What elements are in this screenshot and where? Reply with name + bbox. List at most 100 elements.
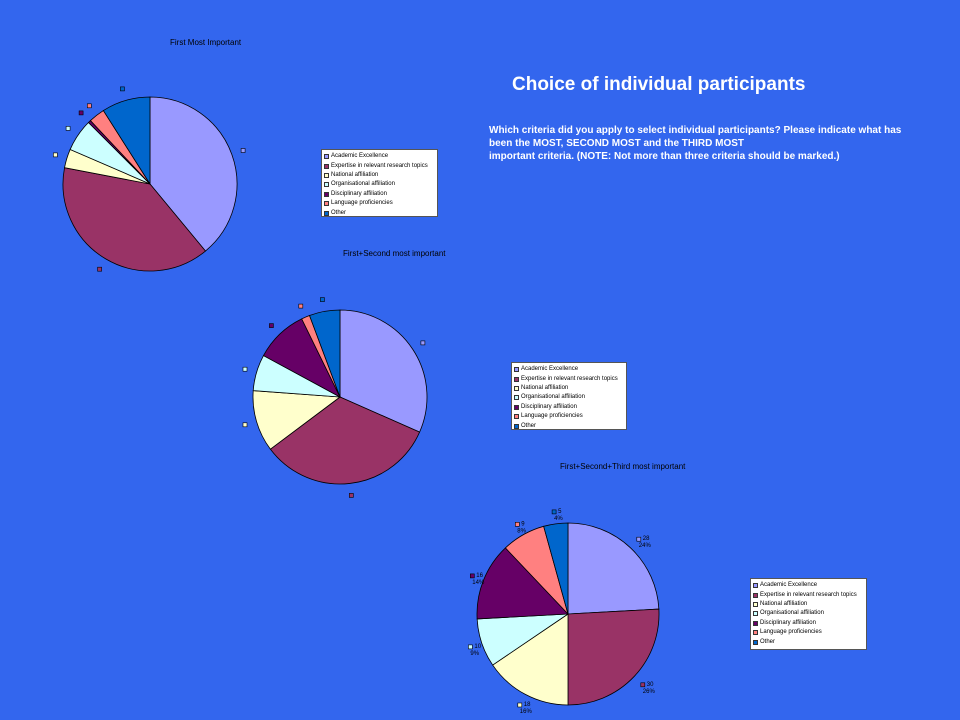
legend-swatch [514,385,519,391]
data-label-marker [348,493,354,498]
legend-item: Expertise in relevant research topics [753,590,864,599]
legend-swatch [324,182,329,188]
data-label-marker [242,422,248,428]
pie-slice-6 [89,109,151,185]
pie-slice-1 [149,96,238,252]
legend-label: National affiliation [521,384,569,391]
data-label-marker [320,297,325,302]
legend-label: Disciplinary affiliation [760,619,816,626]
legend-label: Other [331,209,347,216]
legend-swatch [324,154,329,160]
data-label-marker [420,340,426,346]
legend-item: Disciplinary affiliation [753,619,864,628]
data-label-marker [65,126,71,131]
data-label-count: 16 [476,573,483,579]
data-label-marker [120,86,125,92]
legend-swatch [753,583,758,589]
data-label-marker [636,536,642,542]
pie-slice-1 [567,522,660,615]
data-label-count: 30 [647,682,654,688]
legend-label: Language proficiencies [521,413,583,420]
pie-slice-3 [64,148,151,185]
pie-slice-7 [543,522,569,615]
legend-item: Organisational affiliation [753,609,864,618]
legend-item: National affiliation [324,171,435,180]
chart-legend: Academic Excellence Expertise in relevant… [321,149,438,217]
data-label-marker [640,682,646,688]
legend-swatch [324,210,329,216]
legend-item: Other [514,421,624,430]
data-label-marker [468,644,473,650]
pie-slice-6 [301,315,341,398]
legend-swatch [514,395,519,401]
data-label-percent: 16% [520,709,533,715]
pie-slice-4 [252,355,341,398]
pie-slice-3 [252,390,342,450]
question-line-1: Which criteria did you apply to select i… [489,125,902,136]
legend-item: Language proficiencies [324,199,435,208]
data-label-count: 18 [524,702,531,708]
legend-swatch [753,630,758,636]
chart-title: First Most Important [170,38,242,47]
legend-label: Academic Excellence [331,153,389,160]
legend-label: Disciplinary affiliation [331,190,387,197]
pie-slice-2 [62,167,207,272]
data-label-percent: 9% [470,651,479,657]
legend-label: Expertise in relevant research topics [521,375,618,382]
slide-question: Which criteria did you apply to select i… [489,124,949,163]
slide-title: Choice of individual participants [512,74,806,95]
legend-swatch [514,376,519,382]
data-label-marker [269,323,274,328]
data-label-percent: 4% [554,516,563,522]
legend-swatch [514,423,519,429]
legend-label: Organisational affiliation [331,181,395,188]
legend-item: Organisational affiliation [324,180,435,189]
data-label-marker [240,148,246,153]
question-line-3: important criteria. (NOTE: Not more than… [489,151,840,162]
pie-slice-1 [339,309,428,433]
data-label-marker [78,110,84,116]
legend-label: Academic Excellence [760,582,818,589]
data-label-percent: 24% [639,543,652,549]
legend-item: Expertise in relevant research topics [514,374,624,383]
legend-label: Other [760,638,776,645]
legend-item: Academic Excellence [324,152,435,161]
data-label-marker [298,303,304,309]
data-label-count: 5 [558,509,562,515]
data-label-count: 28 [643,536,650,542]
legend-swatch [753,620,758,626]
legend-swatch [753,611,758,617]
pie-slice-2 [269,396,421,485]
legend-swatch [753,601,758,607]
legend-item: Other [753,637,864,646]
legend-label: Disciplinary affiliation [521,403,577,410]
pie-slice-7 [308,309,341,398]
legend-label: Organisational affiliation [760,610,824,617]
pie-slice-3 [492,613,569,706]
question-line-2: been the MOST, SECOND MOST and the THIRD… [489,138,745,149]
legend-item: Disciplinary affiliation [324,190,435,199]
data-label-count: 10 [474,644,481,650]
data-label-percent: 26% [643,689,656,695]
legend-item: Other [324,208,435,217]
legend-label: National affiliation [760,600,808,607]
pie-slice-5 [262,318,341,398]
pie-slice-4 [69,121,151,185]
chart-title: First+Second+Third most important [560,462,686,471]
data-label-marker [517,702,523,708]
pie-slice-6 [504,525,569,615]
legend-label: National affiliation [331,171,379,178]
legend-swatch [753,592,758,598]
legend-label: Language proficiencies [760,629,822,636]
data-label-marker [97,266,102,272]
legend-swatch [514,404,519,410]
chart-legend: Academic Excellence Expertise in relevant… [750,578,867,650]
legend-item: Academic Excellence [514,365,624,374]
legend-label: Expertise in relevant research topics [760,591,857,598]
legend-item: Organisational affiliation [514,393,624,402]
data-label-marker [242,366,248,372]
